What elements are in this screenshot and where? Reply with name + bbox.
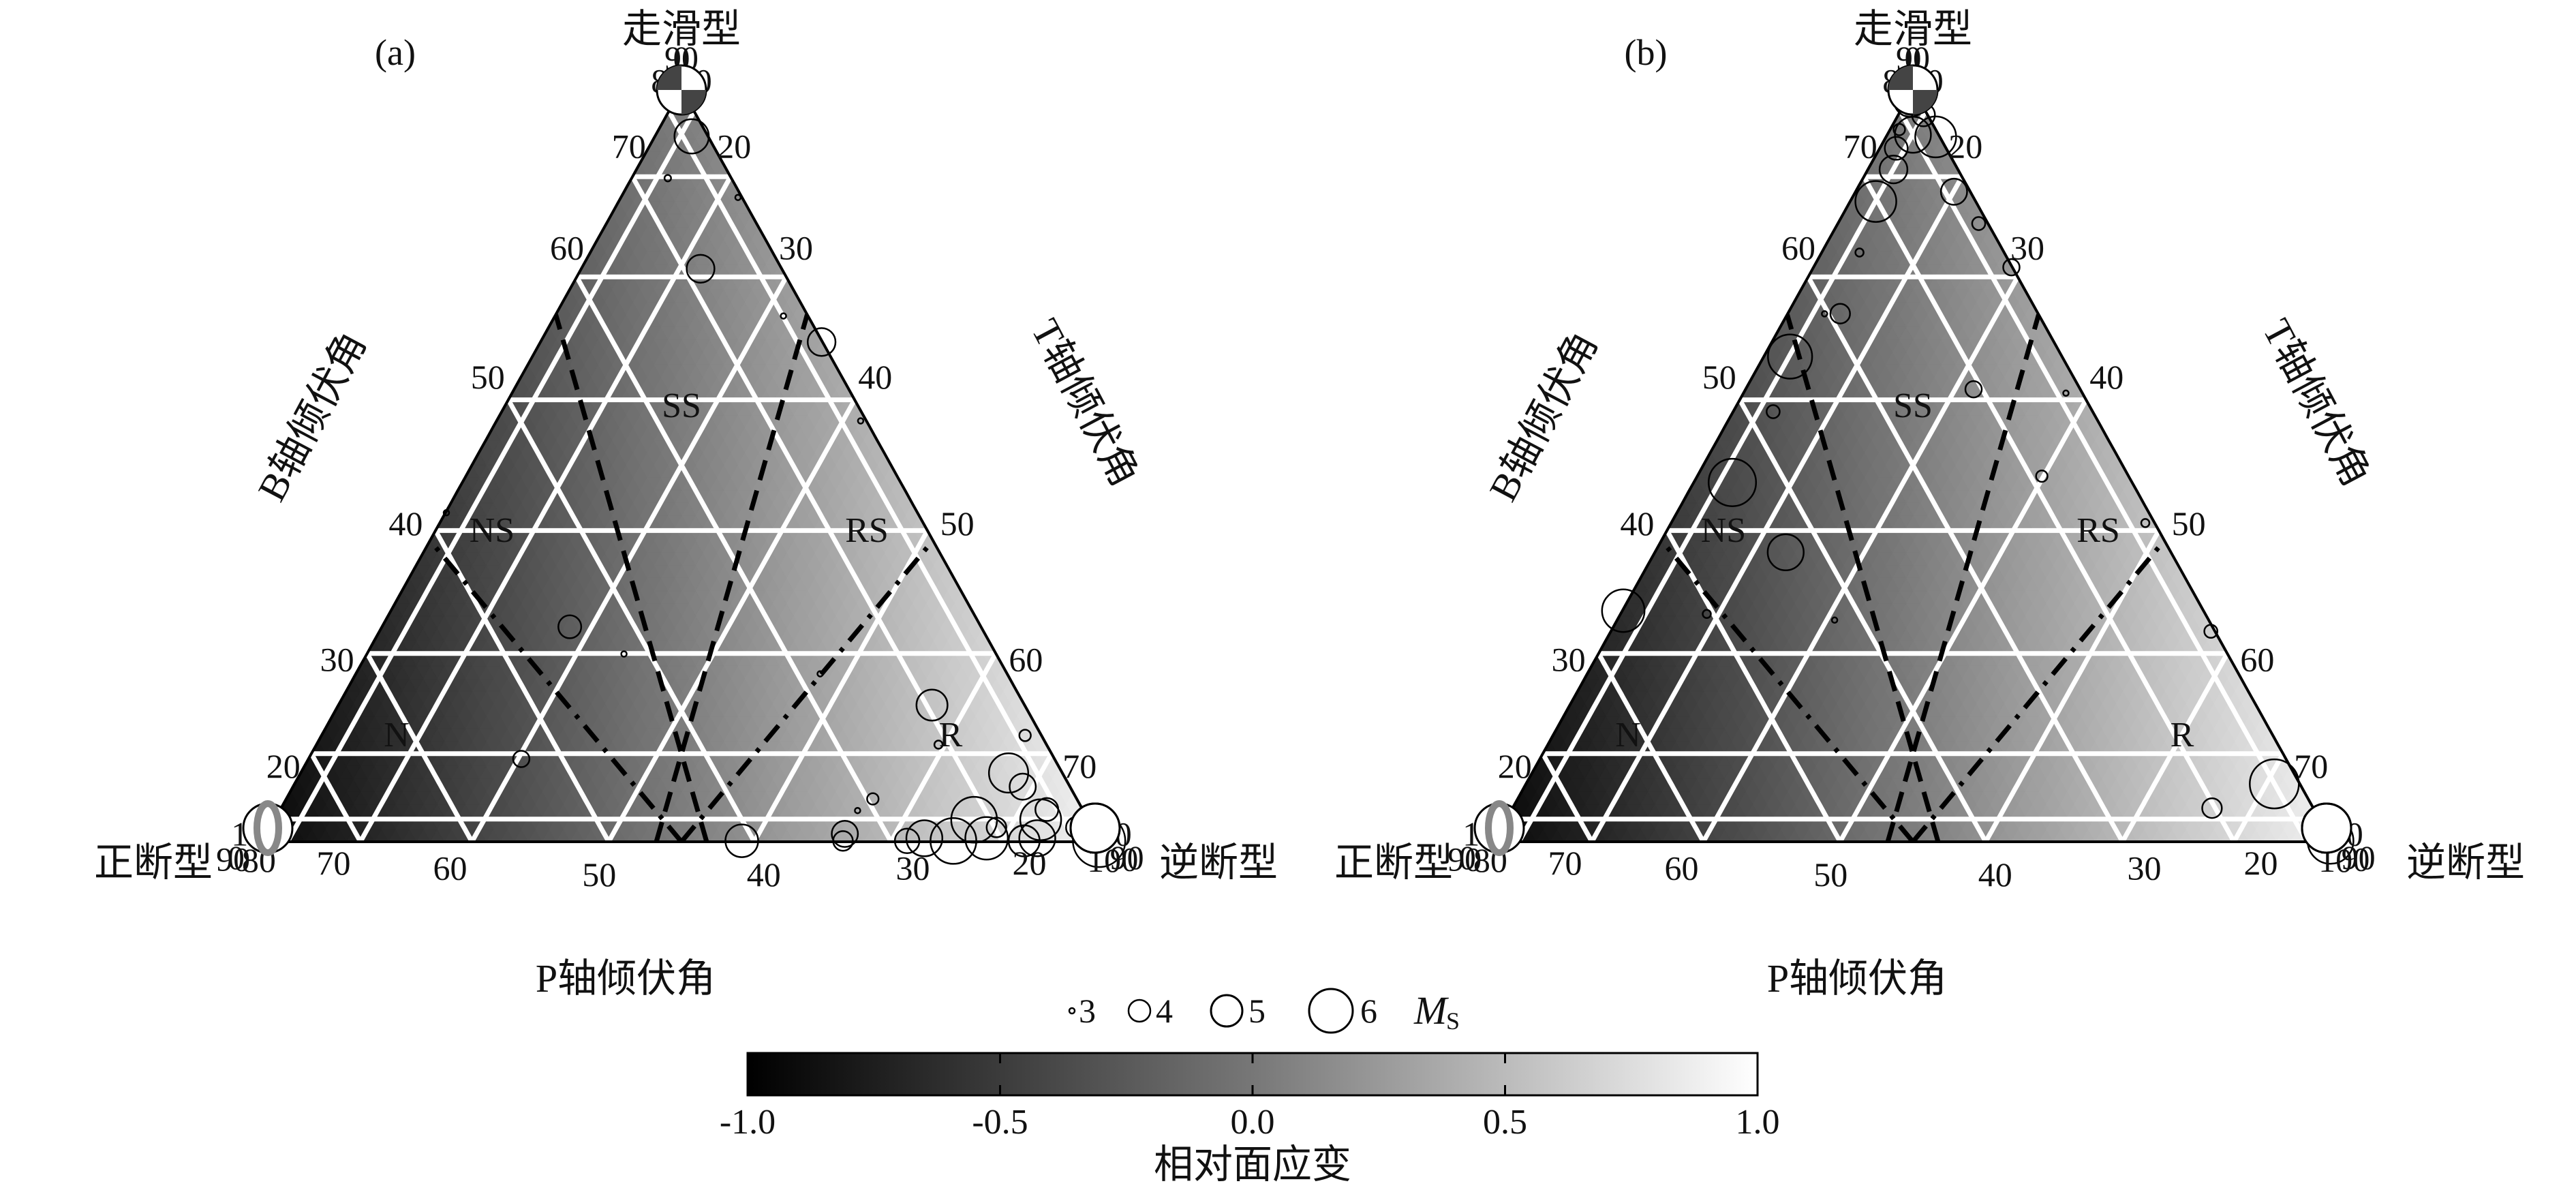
b-axis-tick: 20: [266, 747, 301, 785]
reverse-beachball: [1069, 802, 1121, 854]
p-axis-tick: 60: [433, 849, 467, 887]
b-axis-tick: 30: [320, 641, 354, 679]
reverse-fault-label: 逆断型: [1159, 840, 1278, 885]
zone-rs: RS: [845, 511, 889, 550]
p-axis-tick: 70: [317, 844, 351, 882]
strike-slip-label: 走滑型: [622, 7, 741, 51]
b-axis-tick: 60: [550, 229, 584, 267]
t-axis-tick: 60: [1009, 641, 1043, 679]
zone-r: R: [939, 716, 963, 755]
b-axis-tick: 50: [471, 358, 505, 396]
zone-ns: NS: [470, 511, 515, 550]
strike-slip-beachball-quad: [681, 90, 706, 115]
ternary-panel-b: 9080706050403020100010203040506070809090…: [1334, 7, 2525, 1001]
b-axis-label: B轴倾伏角: [249, 324, 375, 508]
t-axis-tick: 50: [940, 504, 975, 543]
p-axis-tick: 0: [1121, 840, 1138, 879]
p-axis-label: P轴倾伏角: [536, 956, 716, 1001]
p-axis-tick: 40: [747, 855, 781, 894]
normal-beachball: [242, 800, 294, 856]
t-axis-tick: 30: [779, 229, 813, 267]
normal-beachball-lens: [254, 800, 282, 856]
b-axis-tick: 70: [612, 127, 646, 166]
t-axis-tick: 20: [717, 127, 751, 166]
t-axis-tick: 70: [1062, 747, 1097, 785]
panel-tag: (a): [375, 32, 416, 73]
p-axis-tick: 50: [582, 855, 616, 894]
b-axis-tick: 40: [388, 504, 423, 543]
p-axis-tick: 30: [896, 849, 930, 887]
strike-slip-beachball: [656, 64, 707, 116]
ternary-panel-a: 9080706050403020100010203040506070809090…: [94, 7, 1278, 1001]
normal-fault-label: 正断型: [94, 840, 213, 885]
p-axis-tick: 20: [1013, 844, 1047, 882]
zone-n: N: [384, 716, 410, 755]
t-axis-label: T轴倾伏角: [1023, 312, 1148, 494]
zone-ss: SS: [662, 386, 701, 425]
t-axis-tick: 40: [858, 358, 892, 396]
